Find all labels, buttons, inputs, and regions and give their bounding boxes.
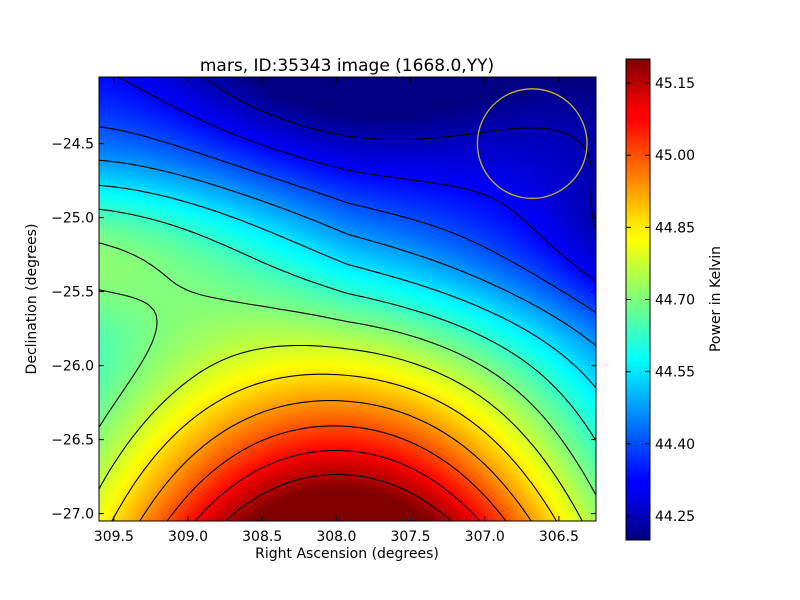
contour-line-5: [99, 208, 596, 441]
colorbar-tick-label: 44.40: [655, 437, 695, 453]
colorbar-ticks: 45.15 45.00 44.85 44.70 44.55 44.40 44.25: [626, 76, 695, 525]
contour-line-9: [139, 400, 532, 521]
contour-line-1: [117, 77, 596, 282]
y-axis: −24.5 −25.0 −25.5 −26.0 −26.5 −27.0: [51, 137, 596, 523]
colorbar: 45.15 45.00 44.85 44.70 44.55 44.40 44.25 Powe…: [625, 58, 724, 541]
colorbar-tick-label: 45.15: [655, 76, 695, 92]
y-tick-label: −24.5: [51, 137, 94, 153]
contour-line-7: [99, 344, 583, 521]
plot-frame: [98, 76, 597, 522]
colorbar-label: Power in Kelvin: [708, 246, 724, 352]
heatmap-image: [99, 77, 596, 521]
colorbar-tick-label: 44.70: [655, 293, 695, 309]
x-axis: 309.5 309.0 308.5 308.0 307.5 307.0 306.5: [94, 77, 579, 545]
x-tick-label: 309.5: [94, 529, 134, 545]
chart-title: mars, ID:35343 image (1668.0,YY): [200, 56, 494, 76]
plot-area: [98, 76, 597, 522]
y-axis-label: Declination (degrees): [24, 224, 40, 375]
colorbar-tick-label: 44.85: [655, 220, 695, 236]
colorbar-tick-label: 45.00: [655, 148, 695, 164]
marker-circle: [476, 88, 588, 200]
y-tick-label: −26.5: [51, 433, 94, 449]
x-tick-label: 307.5: [391, 529, 431, 545]
x-tick-label: 308.0: [316, 529, 356, 545]
colorbar-tick-label: 44.55: [655, 365, 695, 381]
y-tick-label: −26.0: [51, 359, 94, 375]
y-tick-label: −27.0: [51, 507, 94, 523]
contour-line-11: [194, 449, 481, 521]
contour-line-12: [224, 473, 452, 521]
y-tick-label: −25.5: [51, 285, 94, 301]
x-axis-label: Right Ascension (degrees): [255, 546, 439, 562]
contour-line-6: [99, 242, 596, 496]
x-tick-label: 309.0: [168, 529, 208, 545]
contour-line-4: [99, 184, 596, 389]
contour-line-10: [166, 425, 507, 521]
x-tick-label: 307.0: [465, 529, 505, 545]
y-tick-label: −25.0: [51, 211, 94, 227]
x-tick-label: 308.5: [242, 529, 282, 545]
colorbar-tick-label: 44.25: [655, 509, 695, 525]
contour-line-8: [111, 373, 557, 521]
x-tick-label: 306.5: [539, 529, 579, 545]
contour-lines: [99, 77, 596, 521]
